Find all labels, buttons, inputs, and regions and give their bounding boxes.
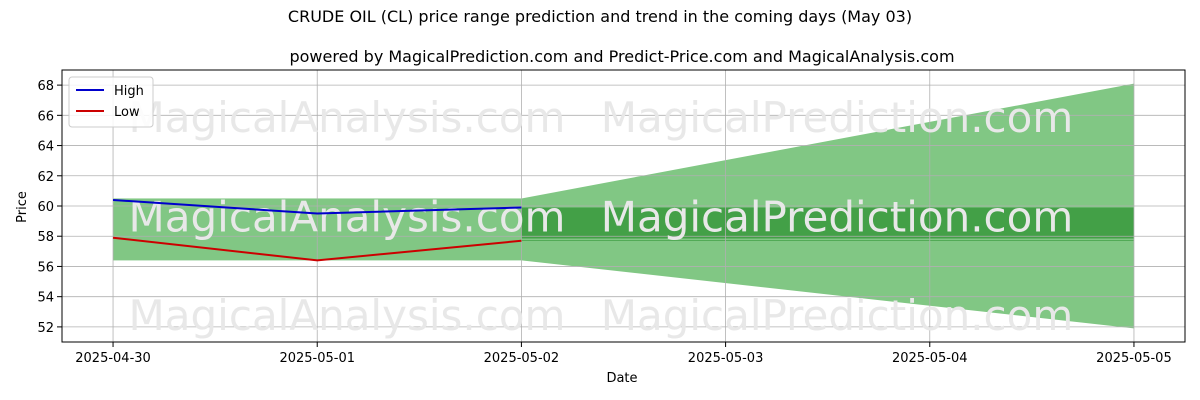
x-tick-label: 2025-05-02	[484, 351, 560, 366]
x-axis-label: Date	[606, 371, 637, 386]
y-tick-label: 56	[37, 260, 54, 275]
plot-area: MagicalAnalysis.com MagicalPrediction.com…	[37, 69, 1186, 366]
x-tick-label: 2025-04-30	[75, 351, 151, 366]
y-tick-label: 58	[37, 230, 54, 245]
y-tick-label: 64	[37, 140, 54, 155]
y-tick-label: 54	[37, 291, 54, 306]
series-line-low	[112, 236, 522, 262]
watermark-text: MagicalAnalysis.com	[129, 291, 566, 340]
y-tick-label: 68	[37, 79, 54, 94]
legend-label-high: High	[114, 84, 144, 99]
series-line-high	[112, 198, 522, 215]
y-tick-label: 66	[37, 109, 54, 124]
watermark-text: MagicalPrediction.com	[601, 193, 1074, 242]
x-tick-label: 2025-05-03	[688, 351, 764, 366]
y-tick-label: 62	[37, 170, 54, 185]
watermark-text: MagicalPrediction.com	[601, 291, 1074, 340]
y-tick-label: 60	[37, 200, 54, 215]
chart-subtitle: powered by MagicalPrediction.com and Pre…	[289, 47, 954, 66]
legend-label-low: Low	[114, 105, 140, 120]
watermark-text: MagicalAnalysis.com	[129, 93, 566, 142]
y-axis-label: Price	[15, 191, 30, 223]
watermark-text: MagicalPrediction.com	[601, 93, 1074, 142]
watermark-text: MagicalAnalysis.com	[129, 193, 566, 242]
y-tick-label: 52	[37, 321, 54, 336]
x-tick-label: 2025-05-05	[1096, 351, 1172, 366]
x-tick-label: 2025-05-01	[279, 351, 355, 366]
x-tick-label: 2025-05-04	[892, 351, 968, 366]
forecast-core-band	[521, 207, 1134, 241]
chart-title: CRUDE OIL (CL) price range prediction an…	[288, 7, 912, 26]
